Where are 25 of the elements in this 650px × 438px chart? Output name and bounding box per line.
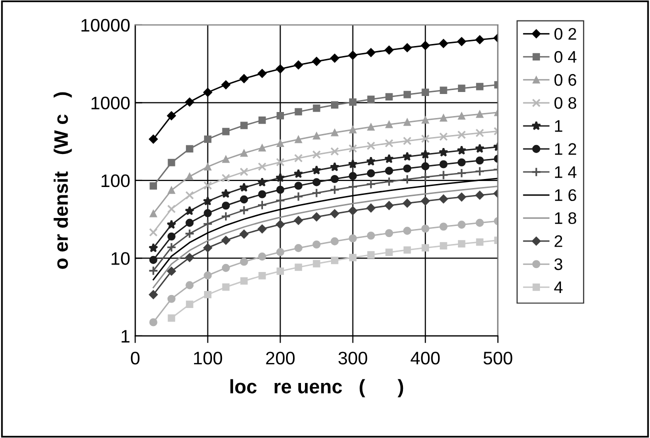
legend-label: 3	[554, 258, 562, 270]
x-axis-title: loc re uenc ( )	[230, 379, 404, 398]
legend-label: 1 4	[555, 166, 576, 178]
y-tick-label: 100	[102, 174, 130, 188]
legend-label: 1 6	[555, 189, 576, 202]
x-tick-label: 400	[410, 352, 440, 364]
x-tick-label: 300	[338, 352, 368, 364]
x-tick-label: 500	[484, 352, 512, 364]
x-tick-label: 200	[266, 352, 295, 364]
legend-label: 1 2	[555, 143, 576, 155]
y-tick-label: 10000	[82, 18, 130, 32]
y-tick-label: 1000	[92, 96, 130, 110]
y-tick-label: 10	[112, 252, 130, 265]
x-tick-label: 0	[130, 352, 140, 364]
x-tick-label: 100	[194, 352, 222, 364]
legend-label: 0 6	[554, 74, 576, 86]
legend-label: 0 4	[554, 51, 576, 63]
y-axis-title: o er densit (W c )	[54, 92, 72, 269]
y-tick-label: 1	[122, 330, 130, 342]
legend-label: 0 2	[554, 28, 576, 40]
legend-label: 4	[554, 282, 563, 294]
legend-label: 0 8	[554, 97, 576, 109]
legend-label: 2	[554, 235, 562, 247]
legend-label: 1	[555, 120, 562, 132]
legend-label: 1 8	[555, 212, 576, 224]
